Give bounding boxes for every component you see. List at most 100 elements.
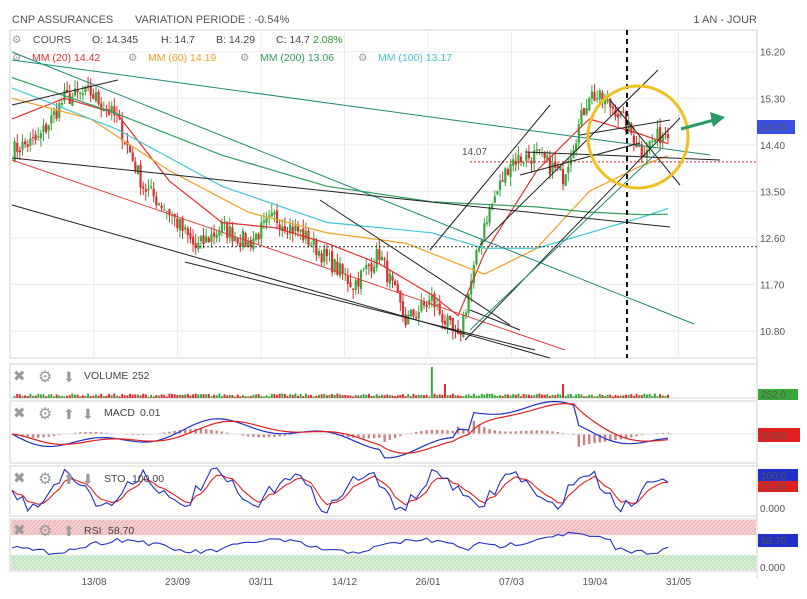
volume-bar: [601, 395, 603, 398]
candle-body: [512, 159, 514, 166]
candle-body: [412, 310, 414, 317]
close-icon[interactable]: ✖: [13, 368, 26, 385]
macd-histogram-bar: [583, 434, 585, 445]
volume-bar: [549, 396, 551, 398]
candle-body: [405, 315, 407, 326]
volume-bar: [473, 394, 475, 398]
volume-bar: [16, 394, 18, 398]
close-icon[interactable]: ✖: [13, 470, 26, 487]
arrow-up-icon[interactable]: ⬆: [63, 471, 75, 487]
volume-bar: [29, 394, 31, 398]
gear-icon[interactable]: ⚙: [38, 523, 52, 540]
candle-body: [16, 143, 18, 152]
volume-bar: [119, 396, 121, 398]
candle-body: [425, 305, 427, 307]
candle-body: [321, 253, 323, 262]
arrow-up-icon[interactable]: ⬆: [63, 406, 75, 422]
candle-body: [342, 264, 344, 273]
volume-bar: [368, 394, 370, 398]
candle-body: [378, 249, 380, 260]
volume-bar: [494, 395, 496, 398]
candle-body: [208, 238, 210, 243]
candle-body: [160, 206, 162, 209]
volume-bar: [155, 395, 157, 398]
gear-icon[interactable]: ⚙: [358, 52, 367, 64]
volume-bar: [245, 396, 247, 398]
volume-bar: [641, 395, 643, 398]
arrow-down-icon[interactable]: ⬇: [63, 369, 75, 385]
gear-icon[interactable]: ⚙: [128, 52, 137, 64]
period-selector[interactable]: 1 AN - JOUR: [693, 14, 757, 26]
candle-body: [218, 232, 220, 236]
candle-body: [507, 169, 509, 175]
volume-bar: [357, 395, 359, 398]
candle-body: [271, 212, 273, 216]
candle-body: [347, 276, 349, 284]
volume-bar: [397, 395, 399, 398]
volume-bar: [636, 394, 638, 398]
candle-body: [549, 158, 551, 175]
candle-body: [656, 129, 658, 141]
candle-body: [226, 223, 228, 237]
sto-label: STO: [104, 473, 125, 485]
volume-bar: [428, 396, 430, 398]
volume-bar: [586, 396, 588, 398]
volume-bar: [237, 395, 239, 398]
volume-bar: [145, 394, 147, 398]
gear-icon[interactable]: ⚙: [38, 406, 52, 423]
candle-body: [586, 108, 588, 114]
candle-body: [139, 165, 141, 188]
arrow-down-icon[interactable]: ⬇: [82, 406, 94, 422]
candle-body: [599, 90, 601, 99]
macd-histogram-bar: [431, 430, 433, 434]
gear-icon[interactable]: ⚙: [12, 34, 21, 46]
candle-body: [294, 225, 296, 231]
volume-bar: [349, 396, 351, 398]
candle-body: [69, 93, 71, 104]
volume-bar: [339, 395, 341, 398]
volume-bar: [140, 395, 142, 398]
date-tick-label: 14/12: [332, 577, 357, 588]
volume-bar: [315, 396, 317, 398]
close-icon[interactable]: ✖: [13, 522, 26, 539]
candle-body: [583, 108, 585, 115]
volume-bar: [452, 394, 454, 398]
candle-body: [255, 234, 257, 240]
volume-bar: [56, 394, 58, 398]
volume-bar: [116, 396, 118, 398]
volume-bar: [591, 395, 593, 398]
candle-body: [368, 264, 370, 265]
volume-bar: [510, 395, 512, 398]
volume-bar: [205, 394, 207, 398]
volume-bar: [475, 396, 477, 398]
volume-bar: [512, 394, 514, 398]
volume-bar: [218, 394, 220, 398]
volume-bar: [37, 394, 39, 398]
candle-body: [384, 259, 386, 260]
gear-icon[interactable]: ⚙: [38, 369, 52, 386]
macd-histogram-bar: [42, 434, 44, 437]
arrow-up-icon[interactable]: ⬆: [63, 523, 75, 539]
gear-icon[interactable]: ⚙: [38, 471, 52, 488]
candle-body: [418, 312, 420, 318]
gear-icon[interactable]: ⚙: [240, 52, 249, 64]
arrow-down-icon[interactable]: ⬇: [82, 471, 94, 487]
volume-bar: [405, 396, 407, 398]
volume-bar: [273, 394, 275, 398]
macd-histogram-bar: [32, 434, 34, 438]
volume-bar: [100, 394, 102, 398]
rsi-value: 58.70: [108, 525, 134, 537]
volume-bar: [638, 395, 640, 398]
candle-body: [95, 92, 97, 101]
price-tick-label: 12.60: [760, 234, 785, 245]
macd-histogram-bar: [530, 430, 532, 434]
candle-body: [373, 267, 375, 273]
price-panel: [10, 30, 757, 358]
close-icon[interactable]: ✖: [13, 405, 26, 422]
volume-bar: [231, 395, 233, 398]
candle-body: [37, 136, 39, 137]
candle-body: [355, 280, 357, 290]
macd-histogram-bar: [593, 434, 595, 443]
candle-body: [667, 134, 669, 138]
